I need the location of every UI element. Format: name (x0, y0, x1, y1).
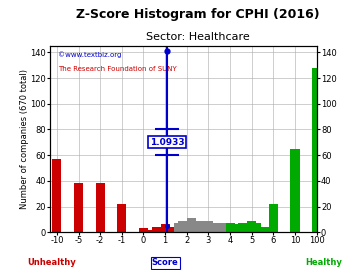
Bar (156, 227, 165, 232)
Bar (169, 227, 178, 232)
Bar (225, 223, 235, 232)
Bar (247, 221, 256, 232)
Bar (96, 183, 105, 232)
Bar (139, 228, 148, 232)
Bar (238, 223, 248, 232)
Bar (260, 227, 269, 232)
Text: 1.0933: 1.0933 (150, 138, 184, 147)
Bar (221, 223, 230, 232)
Bar (269, 204, 278, 232)
Bar (312, 68, 321, 232)
Bar (212, 223, 222, 232)
Bar (256, 227, 265, 232)
Bar (152, 227, 161, 232)
Bar (174, 223, 183, 232)
Bar (117, 204, 126, 232)
Bar (195, 221, 204, 232)
Text: Score: Score (152, 258, 179, 267)
Bar (217, 224, 226, 232)
Bar (252, 223, 261, 232)
Text: ©www.textbiz.org: ©www.textbiz.org (58, 52, 122, 58)
Bar (265, 227, 274, 232)
Bar (199, 223, 209, 232)
Bar (313, 226, 322, 232)
Bar (230, 224, 239, 232)
Bar (204, 221, 213, 232)
Text: Z-Score Histogram for CPHI (2016): Z-Score Histogram for CPHI (2016) (76, 8, 320, 21)
Bar (191, 221, 200, 232)
Text: The Research Foundation of SUNY: The Research Foundation of SUNY (58, 66, 177, 72)
Text: Sector: Healthcare: Sector: Healthcare (146, 32, 250, 42)
Bar (234, 227, 243, 232)
Y-axis label: Number of companies (670 total): Number of companies (670 total) (20, 69, 29, 209)
Bar (52, 159, 62, 232)
Bar (148, 230, 157, 232)
Text: Unhealthy: Unhealthy (27, 258, 76, 267)
Bar (165, 227, 174, 232)
Bar (291, 149, 300, 232)
Bar (161, 224, 170, 232)
Bar (182, 223, 191, 232)
Bar (143, 230, 152, 232)
Bar (186, 218, 195, 232)
Bar (178, 221, 187, 232)
Bar (208, 223, 217, 232)
Bar (74, 183, 83, 232)
Text: Healthy: Healthy (305, 258, 342, 267)
Bar (243, 224, 252, 232)
